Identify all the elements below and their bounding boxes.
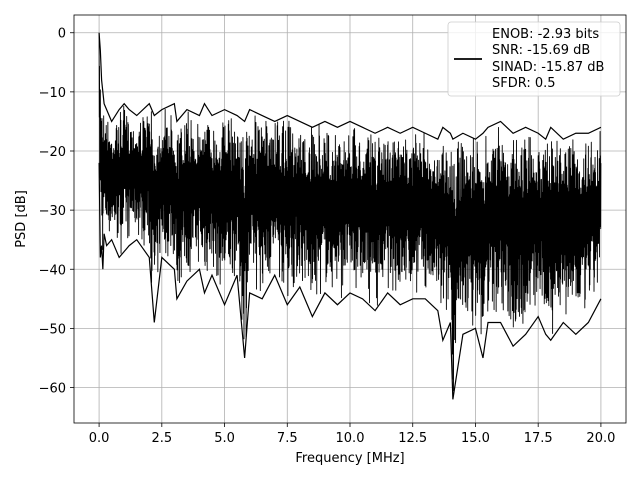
y-tick-label: −50 <box>39 322 66 337</box>
y-tick-label: 0 <box>58 27 66 42</box>
y-tick-label: −30 <box>39 204 66 219</box>
y-tick-label: −10 <box>39 86 66 101</box>
x-tick-label: 15.0 <box>461 431 490 446</box>
legend-entry-snr: SNR: -15.69 dB <box>492 43 590 58</box>
legend: ENOB: -2.93 bits SNR: -15.69 dB SINAD: -… <box>447 21 621 97</box>
series-layer <box>98 32 602 400</box>
x-tick-label: 10.0 <box>336 431 365 446</box>
psd-series-lower-envelope <box>98 162 602 400</box>
y-axis-label: PSD [dB] <box>14 190 29 248</box>
psd-series-upper-envelope <box>98 32 602 141</box>
y-tick-label: −40 <box>39 263 66 278</box>
y-tick-label: −60 <box>39 382 66 397</box>
x-tick-label: 17.5 <box>524 431 553 446</box>
x-tick-label: 5.0 <box>214 431 235 446</box>
x-tick-label: 12.5 <box>398 431 427 446</box>
legend-entry-sfdr: SFDR: 0.5 <box>492 76 556 91</box>
x-tick-label: 2.5 <box>151 431 172 446</box>
legend-frame <box>447 21 621 97</box>
legend-entry-sinad: SINAD: -15.87 dB <box>492 60 604 75</box>
ticks: 0.0 2.5 5.0 7.5 10.0 12.5 15.0 17.5 20.0 0 −10 −20 −… <box>39 27 616 446</box>
x-tick-label: 7.5 <box>277 431 298 446</box>
x-tick-label: 20.0 <box>586 431 615 446</box>
legend-entry-enob: ENOB: -2.93 bits <box>492 27 599 42</box>
x-tick-label: 0.0 <box>89 431 110 446</box>
y-tick-label: −20 <box>39 145 66 160</box>
x-axis-label: Frequency [MHz] <box>295 451 404 466</box>
psd-series-trace <box>98 32 602 392</box>
